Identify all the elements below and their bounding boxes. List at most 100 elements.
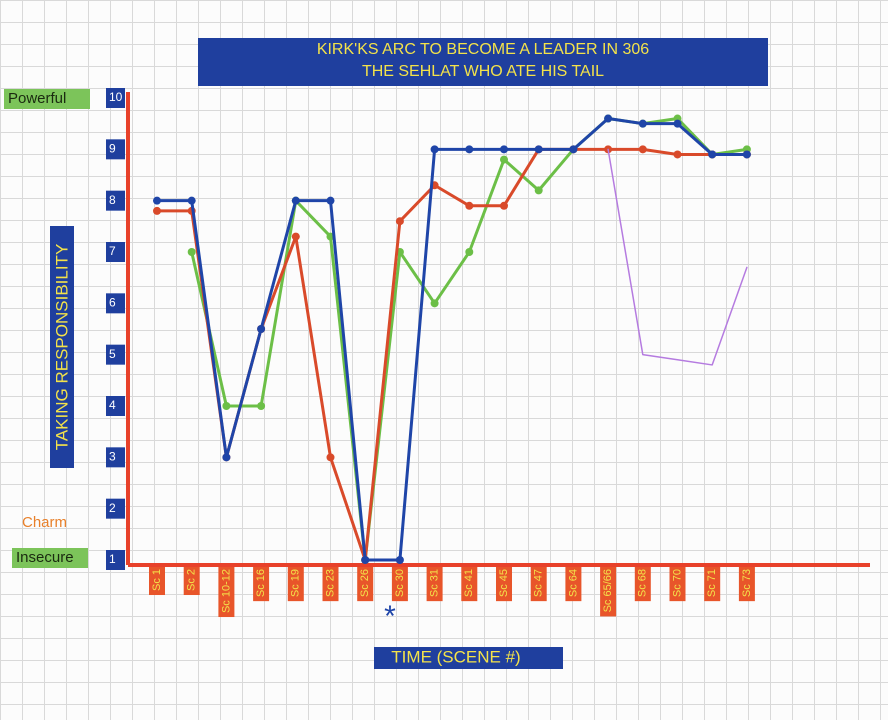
data-point [326, 196, 335, 205]
x-tick-label: Sc 65/66 [602, 569, 614, 612]
x-tick-label: Sc 47 [533, 569, 545, 597]
data-point [326, 453, 335, 462]
category-box [496, 567, 512, 602]
tick-box [106, 344, 125, 365]
annotation: Charm [22, 514, 67, 531]
data-point [742, 150, 751, 159]
category-box [357, 567, 374, 602]
x-tick-label: Sc 70 [671, 569, 683, 597]
tick-box [106, 242, 125, 262]
category-box [322, 567, 339, 602]
y-tick-label: 5 [109, 347, 116, 361]
x-tick-label: Sc 31 [429, 569, 441, 597]
data-point [257, 325, 266, 333]
x-tick-label: Sc 45 [498, 569, 510, 597]
category-box [634, 567, 651, 602]
data-point [465, 145, 474, 154]
x-tick-label: Sc 2 [186, 569, 198, 591]
category-box [704, 567, 721, 602]
x-axis-label: TIME (SCENE #) [391, 647, 520, 666]
data-point [708, 150, 717, 159]
category-box [426, 567, 443, 602]
category-box [565, 567, 582, 602]
x-tick-label: Sc 26 [359, 569, 371, 597]
annotation-box [12, 548, 88, 568]
category-box [530, 567, 547, 602]
tick-box [106, 550, 125, 570]
data-point [500, 145, 508, 154]
y-tick-label: 6 [109, 296, 116, 310]
x-tick-label: Sc 19 [290, 569, 302, 597]
category-box [391, 567, 408, 602]
series-line [607, 148, 748, 366]
category-box [669, 567, 686, 602]
annotation: Powerful [8, 90, 66, 107]
data-point [500, 155, 508, 164]
y-tick-label: 1 [109, 552, 116, 566]
data-point [569, 145, 578, 154]
tick-box [106, 190, 125, 211]
x-tick-label: Sc 30 [394, 569, 406, 597]
data-point [673, 150, 682, 159]
tick-box [106, 447, 125, 468]
category-box [738, 567, 755, 602]
y-axis-label: TAKING RESPONSIBILITY [52, 244, 71, 451]
data-point [430, 299, 439, 308]
data-point [222, 453, 231, 462]
data-point [187, 196, 196, 205]
data-point [673, 119, 682, 128]
annotation: * [384, 600, 396, 633]
data-point [291, 196, 300, 205]
tick-box [106, 88, 125, 108]
y-tick-label: 9 [109, 142, 116, 156]
data-point [222, 402, 231, 410]
data-point [430, 145, 439, 154]
tick-box [106, 139, 125, 160]
category-box [183, 567, 200, 596]
data-point [395, 556, 404, 564]
x-tick-label: Sc 68 [637, 569, 649, 597]
x-tick-label: Sc 23 [324, 569, 336, 597]
x-tick-label: Sc 41 [463, 569, 475, 597]
data-point [291, 232, 300, 241]
category-box [287, 567, 304, 602]
x-tick-label: Sc 71 [706, 569, 718, 597]
x-tick-label: Sc 10-12 [220, 569, 232, 613]
data-point [465, 201, 474, 210]
y-tick-label: 4 [109, 398, 116, 412]
data-point [500, 201, 508, 210]
annotation-box [4, 89, 90, 109]
tick-box [106, 396, 125, 416]
x-tick-label: Sc 64 [567, 569, 579, 597]
y-tick-label: 2 [109, 501, 116, 515]
y-tick-label: 10 [109, 90, 123, 104]
category-box [149, 567, 165, 596]
data-point [395, 217, 404, 226]
data-point [638, 119, 647, 128]
data-point [638, 145, 647, 154]
data-point [361, 556, 370, 564]
chart-title: KIRK'KS ARC TO BECOME A LEADER IN 306 [317, 41, 649, 58]
category-box [461, 567, 478, 602]
data-point [153, 196, 161, 205]
annotation: Insecure [16, 549, 74, 566]
x-tick-label: Sc 1 [151, 569, 163, 591]
series-line [155, 117, 749, 562]
title-box [198, 38, 768, 86]
category-box [600, 567, 617, 617]
data-point [465, 248, 474, 256]
y-tick-label: 8 [109, 193, 116, 207]
category-box [218, 567, 235, 618]
y-label-box [50, 226, 74, 468]
category-box [253, 567, 270, 602]
y-tick-label: 3 [109, 450, 116, 464]
series-line [190, 117, 749, 562]
data-point [534, 145, 543, 154]
x-tick-label: Sc 16 [255, 569, 267, 597]
series-line [155, 147, 749, 562]
data-point [257, 402, 266, 410]
y-tick-label: 7 [109, 244, 116, 258]
data-point [153, 206, 161, 215]
